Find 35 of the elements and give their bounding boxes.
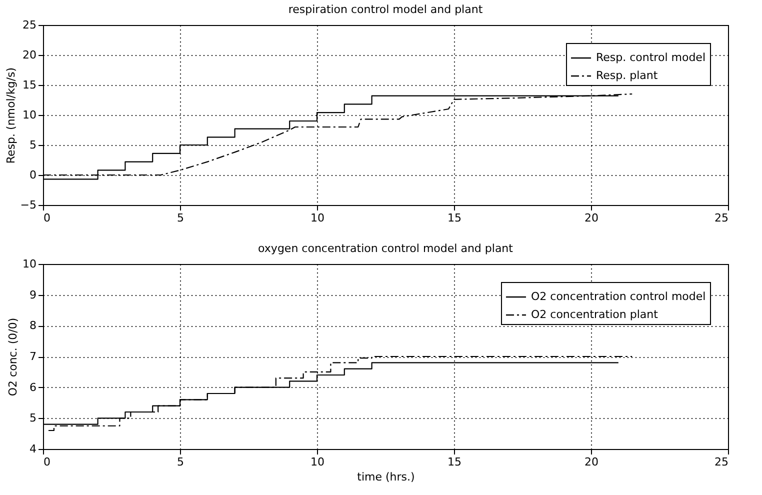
y-tick-label: 8 <box>30 319 36 332</box>
y-tick-label: 20 <box>22 48 36 62</box>
y-tick-label: 25 <box>22 18 36 32</box>
x-tick-label: 5 <box>177 212 184 224</box>
x-tick-label: 0 <box>44 456 50 468</box>
y-tick-label: 7 <box>30 350 36 363</box>
x-tick-label: 20 <box>584 212 598 224</box>
legend-label: Resp. plant <box>596 69 658 82</box>
chart-title: oxygen concentration control model and plant <box>258 242 514 255</box>
x-tick-label: 15 <box>448 212 462 224</box>
x-tick-label: 0 <box>44 212 50 224</box>
x-tick-label: 20 <box>584 456 598 468</box>
y-tick-label: −5 <box>20 198 36 212</box>
y-tick-label: 15 <box>22 78 36 92</box>
y-axis-title: Resp. (nmol/kg/s) <box>4 67 18 164</box>
y-axis-title: O2 conc. (0/0) <box>6 318 20 396</box>
x-tick-label: 25 <box>714 456 728 468</box>
x-tick-label: 10 <box>310 456 324 468</box>
y-tick-label: 6 <box>30 380 36 394</box>
x-tick-label: 5 <box>177 456 184 468</box>
x-axis-title: time (hrs.) <box>357 470 415 484</box>
y-tick-label: 4 <box>30 442 36 456</box>
x-tick-label: 25 <box>714 212 728 224</box>
x-tick-label: 15 <box>448 456 462 468</box>
y-tick-label: 10 <box>22 258 36 270</box>
x-tick-label: 10 <box>310 212 324 224</box>
chart-title: respiration control model and plant <box>288 3 484 16</box>
y-tick-label: 5 <box>30 412 36 425</box>
y-tick-label: 9 <box>30 288 36 302</box>
y-tick-label: 5 <box>30 138 36 152</box>
y-tick-label: 0 <box>30 168 36 182</box>
legend-label: O2 concentration control model <box>531 290 706 303</box>
y-tick-label: 10 <box>22 108 36 122</box>
legend-label: O2 concentration plant <box>531 308 659 321</box>
legend-label: Resp. control model <box>596 51 706 64</box>
